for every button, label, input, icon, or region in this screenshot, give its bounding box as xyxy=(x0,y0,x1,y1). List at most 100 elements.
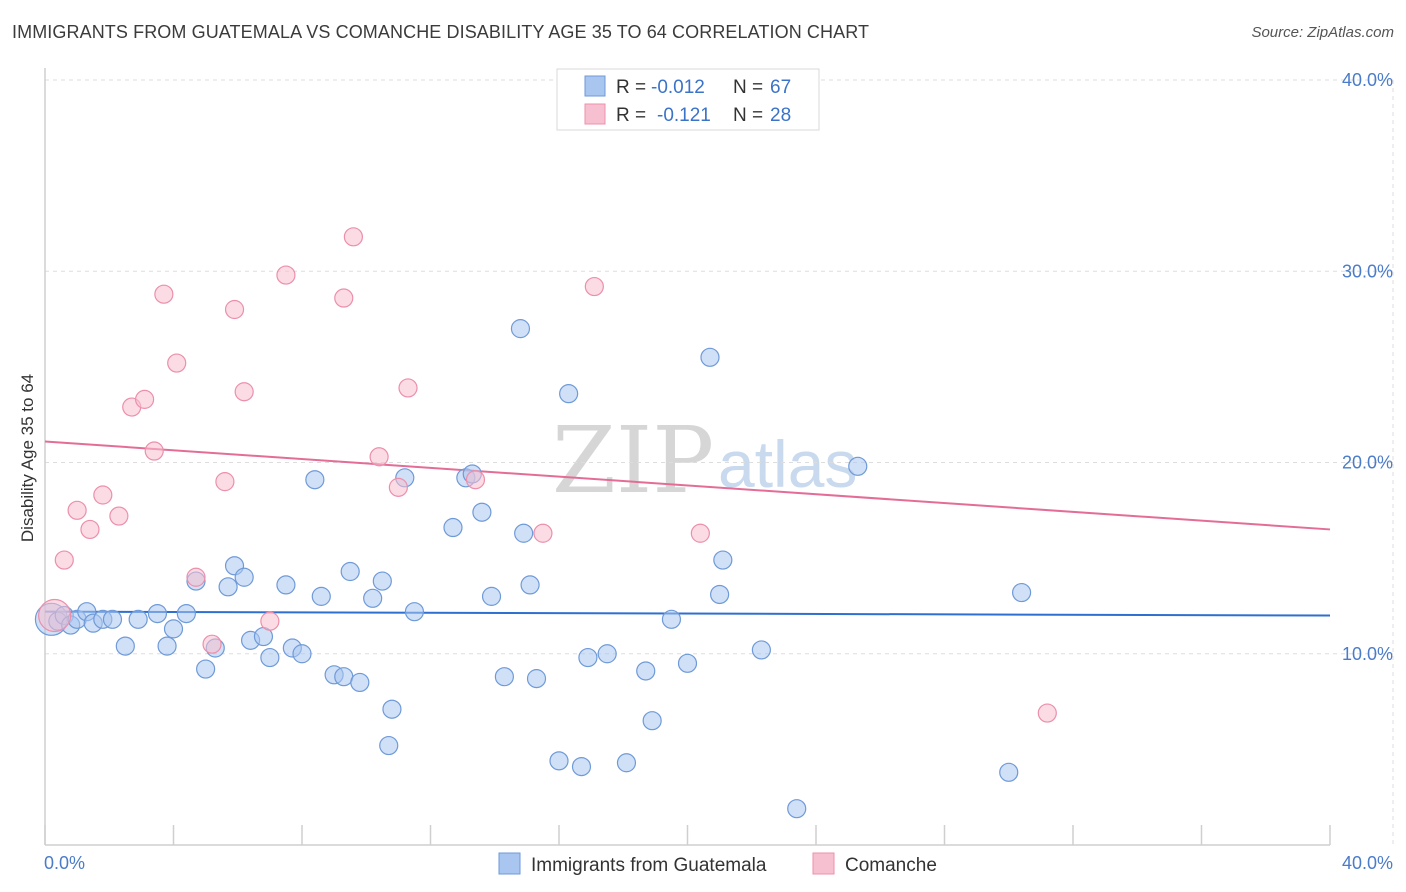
data-point xyxy=(196,659,216,679)
data-point xyxy=(54,550,74,570)
data-point xyxy=(163,619,184,639)
bottom-legend-swatch-blue xyxy=(498,852,521,875)
data-point xyxy=(167,353,187,373)
y-tick-label: 10.0% xyxy=(1342,644,1393,664)
data-point xyxy=(520,575,540,595)
data-point xyxy=(369,447,389,467)
data-point xyxy=(350,672,370,693)
data-point xyxy=(147,603,168,624)
bottom-legend-label-guatemala: Immigrants from Guatemala xyxy=(531,855,767,876)
bottom-legend-swatch-pink xyxy=(812,852,835,875)
data-point xyxy=(128,609,148,629)
legend-bottom: Immigrants from Guatemala Comanche xyxy=(498,852,937,876)
data-point xyxy=(510,319,531,339)
data-point xyxy=(1011,582,1032,603)
data-point xyxy=(549,751,569,771)
y-tick-label: 40.0% xyxy=(1342,70,1393,90)
data-point xyxy=(636,661,656,681)
data-point xyxy=(157,636,177,656)
data-point xyxy=(115,636,135,656)
grid-lines xyxy=(45,79,1394,845)
data-point xyxy=(661,609,682,629)
data-point xyxy=(154,284,174,304)
source-label: Source: ZipAtlas.com xyxy=(1251,24,1394,41)
legend-r-value-1: -0.012 xyxy=(651,77,705,98)
data-point xyxy=(690,523,710,543)
x-tick-min: 0.0% xyxy=(44,853,85,873)
data-point xyxy=(443,517,463,538)
data-point xyxy=(311,586,331,606)
data-point xyxy=(234,382,254,402)
legend-top: R = -0.012 N = 67 R = -0.121 N = 28 xyxy=(556,68,820,131)
data-point xyxy=(80,519,100,540)
data-point xyxy=(571,756,592,777)
data-point xyxy=(642,711,662,731)
y-axis-label: Disability Age 35 to 64 xyxy=(18,374,37,542)
legend-swatch-pink xyxy=(584,103,606,125)
data-point xyxy=(334,667,354,687)
legend-r-label-1: R = xyxy=(616,77,646,98)
trend-lines xyxy=(44,440,1331,617)
data-point xyxy=(343,227,363,247)
data-point xyxy=(93,485,113,505)
data-point xyxy=(260,611,280,631)
y-tick-label: 20.0% xyxy=(1342,453,1393,473)
data-point xyxy=(751,640,771,660)
x-tick-max: 40.0% xyxy=(1342,853,1393,873)
data-point xyxy=(787,799,807,819)
data-point xyxy=(134,389,155,409)
data-point xyxy=(388,477,408,497)
data-point xyxy=(234,567,254,587)
data-points xyxy=(34,227,1057,819)
data-point xyxy=(398,378,418,398)
legend-swatch-blue xyxy=(584,75,606,97)
data-point xyxy=(224,299,245,320)
data-point xyxy=(494,667,514,687)
data-point xyxy=(379,735,399,756)
data-point xyxy=(616,753,637,773)
data-point xyxy=(260,647,280,668)
data-point xyxy=(176,603,196,624)
trend-line xyxy=(44,610,1331,617)
data-point xyxy=(999,762,1019,782)
data-point xyxy=(109,506,129,526)
data-point xyxy=(305,470,325,490)
watermark-zip: ZIP xyxy=(552,407,714,514)
legend-n-label-1: N = xyxy=(733,77,763,98)
data-point xyxy=(713,550,733,570)
data-point xyxy=(404,602,425,622)
data-point xyxy=(144,441,164,461)
data-point xyxy=(526,669,547,689)
y-tick-label: 30.0% xyxy=(1342,261,1393,281)
chart-title: IMMIGRANTS FROM GUATEMALA VS COMANCHE DI… xyxy=(12,22,870,42)
data-point xyxy=(559,384,579,404)
data-point xyxy=(597,644,617,664)
data-point xyxy=(584,276,604,297)
data-point xyxy=(372,571,392,591)
data-point xyxy=(340,561,360,582)
data-point xyxy=(481,586,502,606)
trend-line xyxy=(44,440,1331,531)
data-point xyxy=(578,647,598,668)
data-point xyxy=(382,699,402,719)
data-point xyxy=(1037,703,1057,723)
data-point xyxy=(202,634,222,654)
data-point xyxy=(276,575,296,595)
data-point xyxy=(67,500,87,520)
data-point xyxy=(334,288,354,308)
axes: 10.0% 20.0% 30.0% 40.0% xyxy=(44,68,1393,846)
data-point xyxy=(472,502,492,522)
data-point xyxy=(700,347,720,367)
data-point xyxy=(186,567,206,587)
legend-n-label-2: N = xyxy=(733,105,763,126)
data-point xyxy=(514,523,534,543)
data-point xyxy=(38,598,72,633)
data-point xyxy=(218,577,238,597)
data-point xyxy=(102,609,123,629)
data-point xyxy=(710,584,730,605)
legend-r-value-2: -0.121 xyxy=(657,105,711,126)
data-point xyxy=(533,523,553,543)
data-point xyxy=(292,644,312,664)
data-point xyxy=(276,265,296,285)
